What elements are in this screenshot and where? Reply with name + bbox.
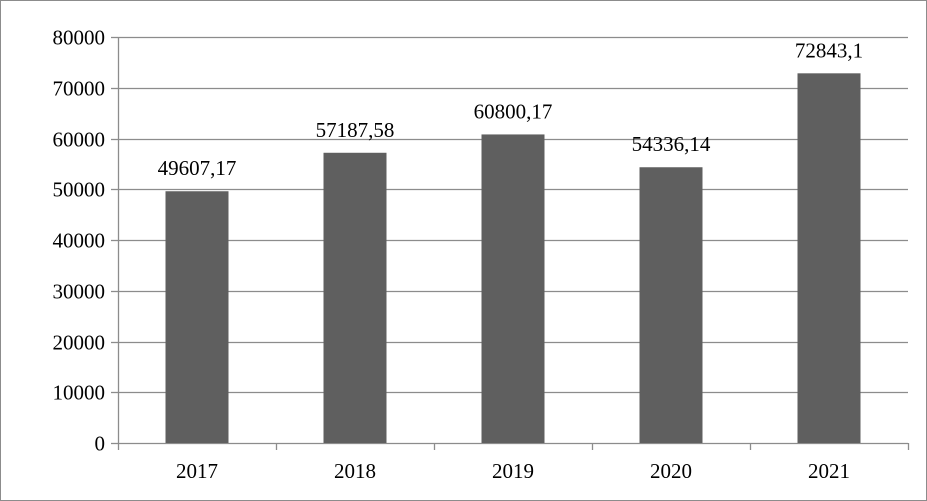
y-tick-label: 40000 [53, 229, 106, 253]
x-tick-label: 2021 [808, 459, 850, 483]
y-tick-label: 20000 [53, 331, 106, 355]
y-tick-label: 80000 [53, 26, 106, 50]
y-tick-label: 50000 [53, 178, 106, 202]
y-tick-label: 30000 [53, 280, 106, 304]
y-tick-label: 70000 [53, 77, 106, 101]
bar [481, 134, 545, 443]
bar [797, 73, 861, 444]
y-tick-label: 0 [95, 432, 106, 456]
data-label: 49607,17 [158, 156, 237, 180]
bar [639, 167, 703, 444]
data-label: 57187,58 [316, 118, 395, 142]
data-label: 54336,14 [632, 132, 711, 156]
x-tick-label: 2020 [650, 459, 692, 483]
x-tick-label: 2019 [492, 459, 534, 483]
x-tick-label: 2017 [176, 459, 218, 483]
data-label: 60800,17 [474, 99, 553, 123]
x-tick-label: 2018 [334, 459, 376, 483]
y-tick-label: 60000 [53, 128, 106, 152]
bar [165, 191, 229, 443]
y-tick-label: 10000 [53, 381, 106, 405]
bar [323, 152, 387, 444]
data-label: 72843,1 [795, 38, 863, 62]
